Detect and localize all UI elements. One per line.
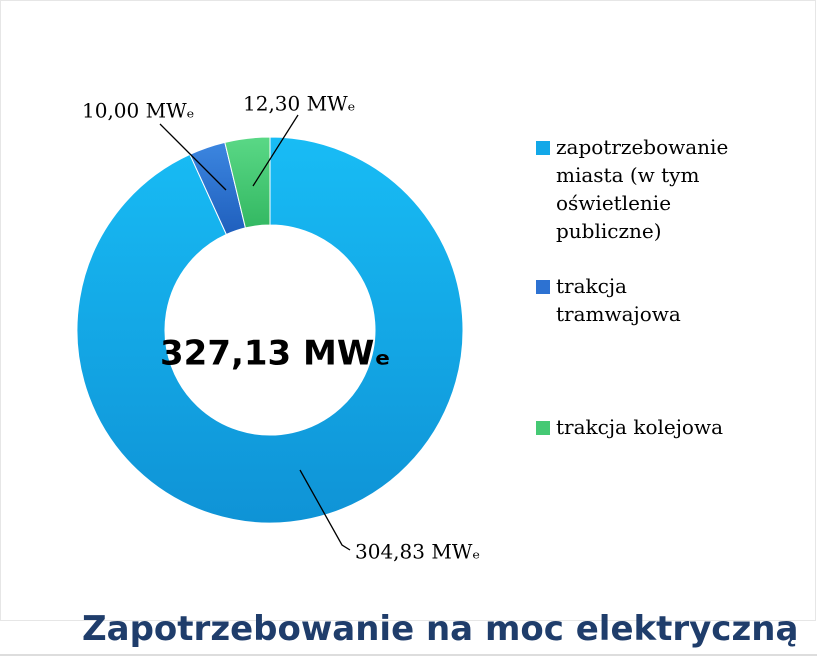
legend-label: trakcja tramwajowa: [556, 274, 681, 326]
center-label: 327,13 MWₑ: [160, 334, 391, 374]
legend-swatch: [536, 280, 550, 294]
frame: [0, 0, 816, 621]
leader-line: [159, 123, 227, 191]
legend-label: trakcja kolejowa: [556, 415, 724, 439]
leader-line: [252, 114, 299, 187]
legend-swatch: [536, 421, 550, 435]
data-label: 12,30 MWₑ: [243, 92, 355, 116]
donut-slice: [224, 136, 271, 229]
leader-line: [299, 469, 351, 551]
legend-swatch: [536, 141, 550, 155]
data-label: 10,00 MWₑ: [82, 99, 194, 123]
donut-slice: [76, 136, 464, 524]
chart-title: Zapotrzebowanie na moc elektryczną: [82, 609, 798, 649]
data-label: 304,83 MWₑ: [355, 540, 480, 564]
legend-label: zapotrzebowanie miasta (w tym oświetleni…: [556, 135, 729, 243]
